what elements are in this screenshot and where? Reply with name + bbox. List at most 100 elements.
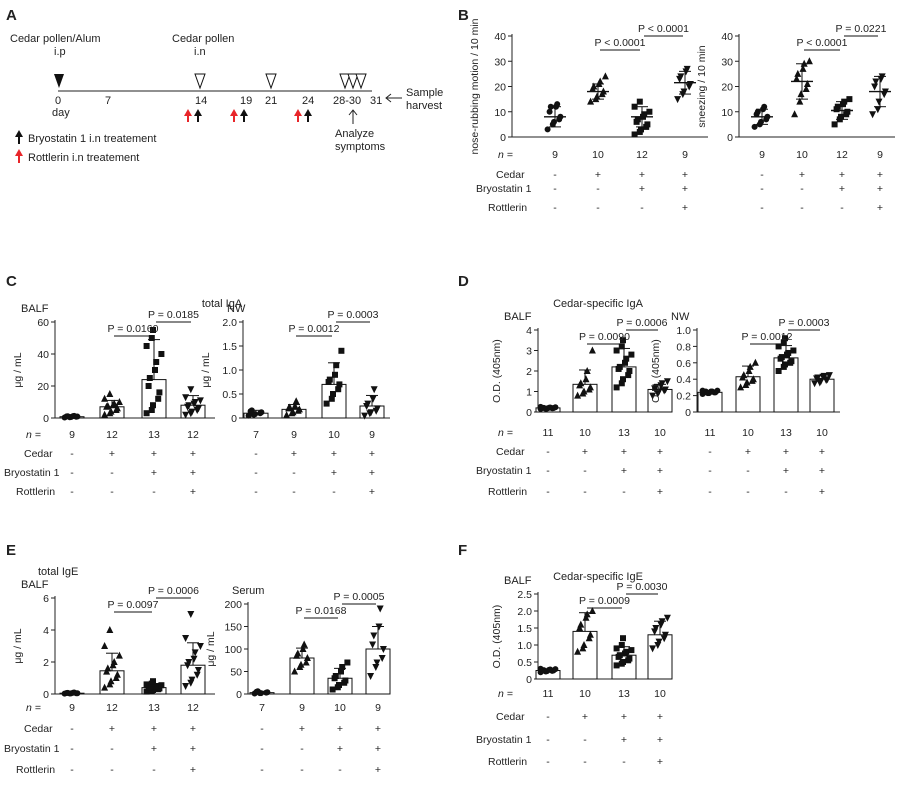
p-value-label: P = 0.0012 <box>289 323 340 335</box>
data-point <box>764 113 771 120</box>
data-point <box>330 391 336 397</box>
data-point <box>379 646 387 653</box>
chart-c2: NW 0 0.5 1.0 1.5 2.0 μg / mL P = 0.0012 P = 0.00… <box>200 303 390 498</box>
rott-cell: - <box>553 202 557 214</box>
chart-b1: 0 10 20 30 40 nose-rubbing motion / 10 min P <… <box>469 18 708 214</box>
rott-cell: - <box>640 202 644 214</box>
bryo-cell: - <box>708 465 712 477</box>
n-value: 13 <box>618 427 630 439</box>
chart-subgroup: BALF <box>504 311 532 323</box>
p-value-label: P = 0.0006 <box>148 585 199 597</box>
rott-cell: - <box>708 486 712 498</box>
data-point <box>613 662 620 669</box>
n-value: 9 <box>291 429 297 441</box>
data-point <box>790 347 797 354</box>
p-value-label: P = 0.0012 <box>742 331 793 343</box>
cedar-cell: + <box>109 723 115 735</box>
data-point <box>344 659 351 666</box>
n-row-label: n = <box>498 149 513 161</box>
data-point <box>652 625 660 632</box>
n-value: 13 <box>780 427 792 439</box>
data-point <box>758 118 764 125</box>
data-point <box>618 642 625 648</box>
data-point <box>620 635 626 642</box>
data-point <box>372 664 380 671</box>
data-point <box>631 131 638 138</box>
y-tick-label: 30 <box>721 56 733 68</box>
cedar-cell: + <box>190 723 196 735</box>
timeline-ip-label: i.p <box>54 46 66 58</box>
challenge-arrowhead-day30 <box>355 73 367 90</box>
data-point <box>625 372 632 379</box>
data-point <box>156 389 163 396</box>
data-point <box>785 349 792 356</box>
rott-cell: - <box>622 756 626 768</box>
analyze-arrow-head <box>348 109 358 116</box>
data-point <box>107 677 115 685</box>
cedar-row-label: Cedar <box>24 448 53 460</box>
data-point <box>593 92 601 100</box>
cedar-cell: + <box>783 446 789 458</box>
data-point <box>190 655 198 663</box>
y-tick-label: 0 <box>43 689 49 701</box>
data-point <box>333 362 340 369</box>
data-point <box>297 660 305 668</box>
chart-title: Cedar-specific IgA <box>553 298 644 310</box>
cedar-cell: + <box>291 448 297 460</box>
harvest-arrow-head <box>385 93 392 103</box>
timeline-day-28-30: 28-30 <box>333 95 361 107</box>
bryo-cell: + <box>877 183 883 195</box>
data-point <box>143 410 150 417</box>
bryo-cell: + <box>151 743 157 755</box>
rottlerin-row-label: Rottlerin <box>16 764 55 776</box>
panel-letter-c: C <box>6 273 17 290</box>
data-point <box>814 374 822 382</box>
data-point <box>158 682 165 689</box>
data-point <box>616 363 623 370</box>
data-point <box>622 359 628 366</box>
data-point <box>153 683 160 689</box>
data-point <box>844 108 851 115</box>
data-point <box>574 647 582 655</box>
data-point <box>554 101 561 108</box>
y-axis-label: μg / mL <box>12 352 24 387</box>
data-point <box>811 380 819 388</box>
data-point <box>148 407 155 413</box>
rottlerin-row-label: Rottlerin <box>488 202 527 214</box>
data-point <box>788 358 795 365</box>
rott-cell: - <box>260 764 264 776</box>
y-tick-label: 2 <box>526 366 532 378</box>
n-row-label: n = <box>26 429 41 441</box>
p-value-label: P < 0.0001 <box>638 23 689 35</box>
data-point <box>153 359 160 365</box>
data-point <box>143 688 150 695</box>
rott-cell: - <box>546 486 550 498</box>
data-point <box>286 403 294 411</box>
data-point <box>628 351 635 358</box>
data-point <box>588 346 596 354</box>
chart-subgroup: BALF <box>504 575 532 587</box>
n-value: 10 <box>654 688 666 700</box>
cedar-cell: - <box>254 448 258 460</box>
y-tick-label: 6 <box>43 593 49 605</box>
data-point <box>370 632 378 640</box>
y-tick-label: 0 <box>500 132 506 144</box>
p-value-label: P = 0.0009 <box>579 595 630 607</box>
y-tick-label: 0.6 <box>676 358 691 370</box>
y-tick-label: 0 <box>231 413 237 425</box>
chart-c1: total IgA BALF 0 20 40 60 μg / mL P = 0.0160 P =… <box>4 298 243 498</box>
data-point <box>746 362 754 370</box>
timeline-day-19: 19 <box>240 95 252 107</box>
bryo-cell: + <box>639 183 645 195</box>
y-tick-label: 4 <box>526 325 532 337</box>
data-point <box>150 402 156 409</box>
bryo-cell: + <box>621 465 627 477</box>
p-value-label: P = 0.0097 <box>108 599 159 611</box>
cedar-cell: - <box>260 723 264 735</box>
n-value: 11 <box>705 427 716 439</box>
chart-subgroup: NW <box>227 303 246 315</box>
rott-cell: - <box>800 202 804 214</box>
y-tick-label: 1.0 <box>222 365 237 377</box>
data-point <box>146 375 153 381</box>
